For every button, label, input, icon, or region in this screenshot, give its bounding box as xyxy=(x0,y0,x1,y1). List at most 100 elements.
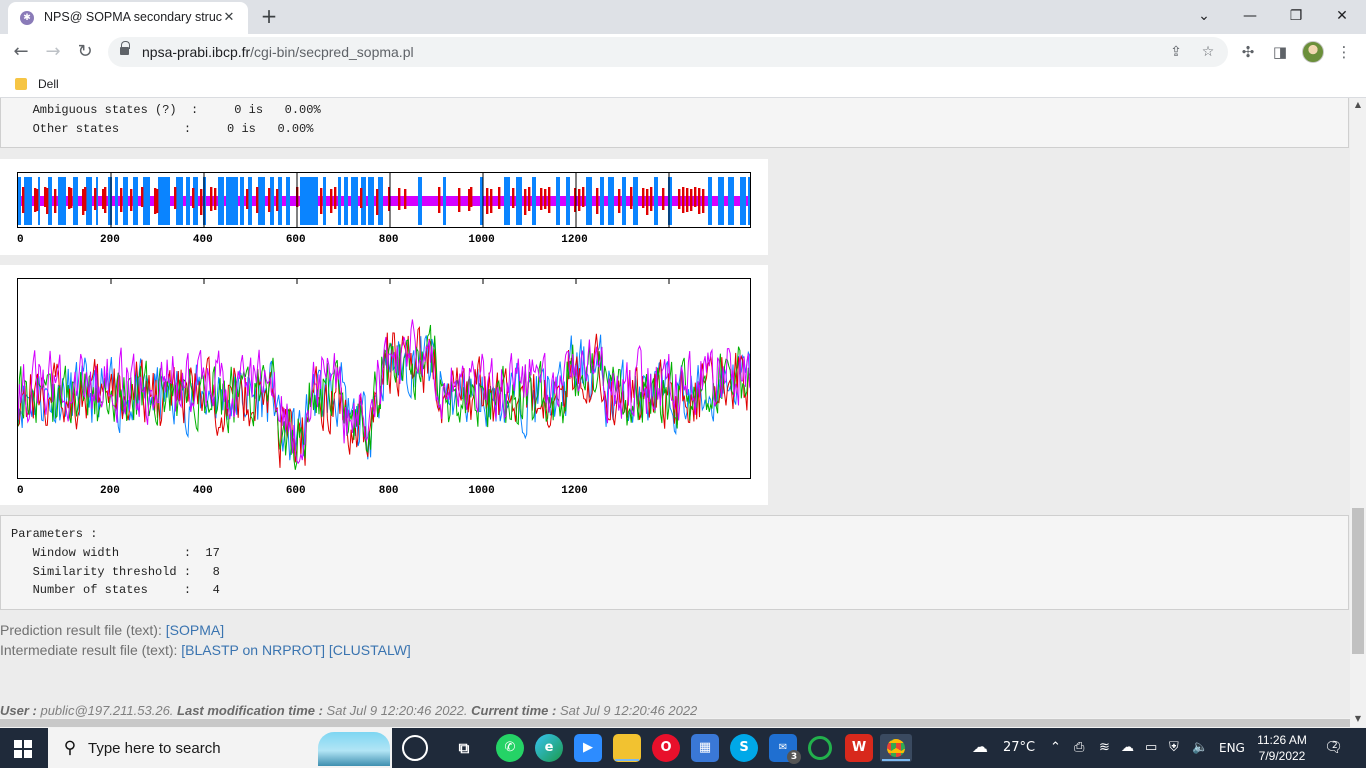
wps-office-icon[interactable]: W xyxy=(845,734,873,762)
zoom-icon[interactable]: ▶ xyxy=(574,734,602,762)
tray-chevron-up-icon[interactable]: ⌃ xyxy=(1050,740,1061,755)
windows-start-icon[interactable] xyxy=(14,740,32,758)
strand-mark-32 xyxy=(376,189,379,215)
helix-block-7 xyxy=(96,177,98,225)
score-series-3 xyxy=(18,319,750,465)
profile-avatar[interactable] xyxy=(1302,41,1324,63)
whatsapp-icon[interactable]: ✆ xyxy=(496,734,524,762)
strand-mark-6 xyxy=(68,187,71,209)
lastmod-value: Sat Jul 9 12:20:46 2022. xyxy=(322,703,472,718)
skype-icon[interactable]: S xyxy=(730,734,758,762)
browser-tab[interactable]: ✱ NPS@ SOPMA secondary structure ✕ xyxy=(8,2,248,34)
forward-arrow-icon[interactable]: → xyxy=(45,41,61,62)
intermediate-label: Intermediate result file (text): xyxy=(0,642,182,658)
strand-mark-60 xyxy=(682,187,685,213)
language-indicator[interactable]: ENG xyxy=(1219,741,1245,755)
security-shield-icon[interactable]: ⛨ xyxy=(1169,740,1179,755)
microsoft-store-icon[interactable]: ▦ xyxy=(691,734,719,762)
clustalw-link[interactable]: [CLUSTALW] xyxy=(328,642,411,658)
helix-block-34 xyxy=(418,177,422,225)
share-icon[interactable]: ⇪ xyxy=(1170,44,1182,60)
mail-badge: 3 xyxy=(787,750,801,764)
bookmark-star-icon[interactable]: ☆ xyxy=(1201,44,1215,60)
helix-block-48 xyxy=(668,177,672,225)
helix-block-23 xyxy=(270,177,274,225)
extensions-puzzle-icon[interactable]: ✣ xyxy=(1241,43,1255,61)
ss-tick-800: 800 xyxy=(378,234,399,246)
summary-line-other: Other states : 0 is 0.00% xyxy=(11,122,314,136)
wifi-icon[interactable]: ≋ xyxy=(1099,740,1110,755)
weather-cloud-icon[interactable]: ☁ xyxy=(972,737,988,756)
helix-block-3 xyxy=(48,177,52,225)
chrome-taskbar-icon[interactable] xyxy=(880,734,912,762)
scroll-up-icon[interactable]: ▲ xyxy=(1354,100,1362,109)
strand-mark-63 xyxy=(694,187,697,207)
battery-icon[interactable]: ▭ xyxy=(1145,740,1158,755)
strand-mark-43 xyxy=(512,188,515,208)
tab-search-chevron-icon[interactable]: ⌄ xyxy=(1198,8,1210,24)
helix-block-53 xyxy=(748,177,750,225)
tab-close-icon[interactable]: ✕ xyxy=(223,10,235,25)
sopma-link[interactable]: [SOPMA] xyxy=(165,622,225,638)
clock-time: 11:26 AM xyxy=(1257,733,1307,747)
minimize-button[interactable]: — xyxy=(1243,8,1257,24)
strand-mark-57 xyxy=(650,187,653,211)
chrome-active-indicator xyxy=(882,759,910,761)
strand-mark-38 xyxy=(468,189,471,211)
folder-icon xyxy=(15,78,27,90)
task-view-icon[interactable]: ⧉ xyxy=(458,739,470,757)
strand-mark-14 xyxy=(130,189,133,211)
restore-button[interactable]: ❐ xyxy=(1289,8,1303,24)
helix-block-32 xyxy=(368,177,374,225)
url-path: /cgi-bin/secpred_sopma.pl xyxy=(250,44,414,60)
scroll-down-icon[interactable]: ▼ xyxy=(1354,714,1362,723)
notification-center-icon[interactable]: 🗨 2 xyxy=(1324,738,1344,756)
coil-band xyxy=(18,196,750,206)
curve-tick-1200: 1200 xyxy=(561,485,588,497)
strand-mark-17 xyxy=(156,189,159,213)
mail-icon[interactable]: ✉ 3 xyxy=(769,734,801,764)
score-curves-svg xyxy=(18,279,750,470)
taskbar-search-box[interactable]: ⚲ Type here to search xyxy=(48,728,392,768)
onedrive-cloud-icon[interactable]: ☁ xyxy=(1121,740,1134,755)
horizontal-scrollbar[interactable] xyxy=(0,718,1350,728)
helix-block-18 xyxy=(218,177,224,225)
bookmark-dell[interactable]: Dell xyxy=(38,77,59,91)
helix-block-36 xyxy=(480,177,483,225)
window-close-button[interactable]: ✕ xyxy=(1336,8,1348,24)
edge-browser-icon[interactable]: e xyxy=(535,734,563,762)
helix-block-1 xyxy=(24,177,32,225)
helix-block-28 xyxy=(338,177,341,225)
menu-kebab-icon[interactable]: ⋮ xyxy=(1336,43,1352,61)
reload-icon[interactable]: ↻ xyxy=(77,41,93,62)
file-explorer-icon[interactable] xyxy=(613,734,641,762)
circular-app-icon[interactable] xyxy=(808,736,832,760)
helix-block-24 xyxy=(278,177,282,225)
back-arrow-icon[interactable]: ← xyxy=(13,41,29,62)
horizontal-scroll-thumb[interactable] xyxy=(0,719,1350,727)
prediction-result-line: Prediction result file (text): [SOPMA] xyxy=(0,622,224,638)
strand-mark-48 xyxy=(548,187,551,213)
helix-block-25 xyxy=(286,177,290,225)
helix-block-52 xyxy=(740,177,746,225)
helix-block-0 xyxy=(18,177,21,225)
helix-block-27 xyxy=(323,177,326,225)
url-text[interactable]: npsa-prabi.ibcp.fr/cgi-bin/secpred_sopma… xyxy=(142,44,414,60)
strand-mark-41 xyxy=(490,189,493,213)
blastp-link[interactable]: [BLASTP on NRPROT] xyxy=(181,642,325,658)
cortana-circle-icon[interactable] xyxy=(402,735,428,761)
new-tab-button[interactable]: + xyxy=(260,4,278,28)
address-bar[interactable]: npsa-prabi.ibcp.fr/cgi-bin/secpred_sopma… xyxy=(108,37,1228,67)
temperature-text[interactable]: 27°C xyxy=(1003,740,1036,755)
vertical-scrollbar[interactable]: ▲ ▼ xyxy=(1350,98,1366,728)
volume-speaker-icon[interactable]: 🔈 xyxy=(1192,740,1209,755)
vertical-scroll-thumb[interactable] xyxy=(1352,508,1364,654)
opera-icon[interactable]: O xyxy=(652,734,680,762)
taskbar-search-placeholder: Type here to search xyxy=(88,740,221,757)
meet-now-icon[interactable]: ⎙ xyxy=(1074,740,1085,755)
secondary-structure-svg xyxy=(18,173,750,227)
strand-mark-35 xyxy=(404,189,407,209)
taskbar-clock[interactable]: 11:26 AM 7/9/2022 xyxy=(1250,732,1314,764)
side-panel-icon[interactable]: ◨ xyxy=(1272,43,1288,61)
